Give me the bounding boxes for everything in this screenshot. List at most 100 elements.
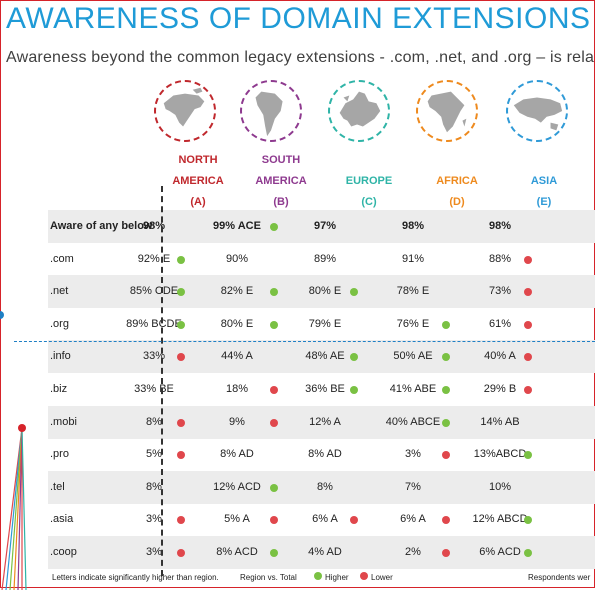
- table-cell: 12% ACD: [213, 480, 261, 493]
- region-name-line2: AMERICA: [172, 175, 224, 187]
- higher-indicator-dot: [442, 353, 450, 362]
- table-cell: 12% A: [309, 415, 341, 428]
- table-cell: 50% AE: [393, 350, 433, 363]
- table-cell: 99% ACE: [213, 220, 261, 232]
- table-row: .com 92% E 90% 89% 91% 88%: [48, 243, 595, 276]
- legend-higher-dot: [314, 572, 322, 580]
- higher-indicator-dot: [270, 223, 278, 231]
- table-cell: 6% ACD: [479, 546, 521, 558]
- region-code: (C): [361, 196, 377, 208]
- region-code: (E): [536, 196, 552, 208]
- table-cell: 8% ACD: [216, 546, 258, 558]
- table-cell: 3%: [146, 513, 162, 526]
- row-label: .coop: [50, 546, 77, 558]
- table-cell: 78% E: [396, 285, 430, 298]
- table-cell: 89%: [313, 252, 337, 265]
- region-name-line2: AMERICA: [255, 175, 307, 187]
- region-name-line2: AFRICA: [436, 175, 478, 187]
- table-cell: 80% E: [308, 285, 342, 298]
- table-row: .biz 33% BE 18% 36% BE 41% ABE 29% B: [48, 373, 595, 406]
- table-cell: 3%: [405, 448, 421, 461]
- page-subtitle: Awareness beyond the common legacy exten…: [6, 49, 595, 66]
- table-cell: 8% AD: [220, 448, 254, 461]
- region-code: (A): [190, 196, 206, 208]
- table-cell: 6% A: [400, 513, 426, 526]
- table-row: .net 85% CDE 82% E 80% E 78% E 73%: [48, 275, 595, 309]
- table-cell: 14% AB: [480, 415, 520, 428]
- region-header-africa: AFRICA (D): [412, 150, 502, 213]
- table-cell: 13%ABCD: [473, 448, 527, 461]
- table-cell: 9%: [229, 415, 245, 428]
- row-label: .org: [50, 317, 69, 330]
- table-cell: 18%: [225, 383, 249, 395]
- table-cell: 33% BE: [134, 383, 174, 395]
- footer-note: Letters indicate significantly higher th…: [52, 573, 219, 582]
- north-america-globe-icon: [154, 80, 216, 142]
- table-cell: 76% E: [396, 317, 430, 330]
- higher-indicator-dot: [270, 320, 278, 329]
- higher-indicator-dot: [350, 353, 358, 362]
- table-cell: 8% AD: [308, 448, 342, 461]
- row-label: Aware of any below: [50, 220, 153, 232]
- higher-indicator-dot: [524, 516, 532, 525]
- legend-lower-label: Lower: [371, 573, 393, 582]
- table-cell: 88%: [488, 252, 512, 265]
- lower-indicator-dot: [524, 353, 532, 362]
- higher-indicator-dot: [442, 418, 450, 427]
- region-name-line2: EUROPE: [345, 175, 393, 187]
- higher-indicator-dot: [177, 320, 185, 329]
- region-name-line1: SOUTH: [261, 154, 301, 166]
- region-name-line1: [412, 150, 502, 171]
- table-cell: 6% A: [312, 513, 338, 526]
- table-row: .mobi 8% 9% 12% A 40% ABCE 14% AB: [48, 405, 595, 439]
- table-cell: 29% B: [483, 383, 517, 395]
- table-cell: 10%: [488, 480, 512, 493]
- region-header-south-america: SOUTH AMERICA (B): [236, 150, 326, 213]
- higher-indicator-dot: [270, 483, 278, 492]
- table-cell: 36% BE: [305, 383, 345, 395]
- page-title: AWARENESS OF DOMAIN EXTENSIONS: [6, 2, 591, 35]
- lower-indicator-dot: [270, 418, 278, 427]
- table-cell: 97%: [313, 220, 337, 232]
- table-cell: 5% A: [224, 513, 250, 526]
- table-cell: 61%: [488, 317, 512, 330]
- row-label: .asia: [50, 513, 74, 526]
- region-name-line2: ASIA: [530, 175, 558, 187]
- lower-indicator-dot: [524, 255, 532, 264]
- higher-indicator-dot: [270, 549, 278, 557]
- row-label: .net: [50, 285, 69, 298]
- legend-lower-dot: [360, 572, 368, 580]
- table-row: .pro 5% 8% AD 8% AD 3% 13%ABCD: [48, 438, 595, 471]
- table-cell: 91%: [401, 252, 425, 265]
- table-cell: 89% BCDE: [126, 317, 182, 330]
- lower-indicator-dot: [270, 516, 278, 525]
- table-cell: 12% ABCD: [472, 513, 528, 526]
- lower-indicator-dot: [177, 418, 185, 427]
- lower-indicator-dot: [442, 516, 450, 525]
- table-cell: 40% ABCE: [385, 415, 441, 428]
- table-cell: 7%: [405, 480, 421, 493]
- table-cell: 80% E: [220, 317, 254, 330]
- higher-indicator-dot: [442, 386, 450, 394]
- row-label: .pro: [50, 448, 69, 461]
- table-cell: 8%: [146, 480, 162, 493]
- region-name-line1: NORTH: [178, 154, 218, 166]
- higher-indicator-dot: [270, 288, 278, 297]
- lower-indicator-dot: [177, 353, 185, 362]
- table-row: Aware of any below 98% 99% ACE 97% 98% 98%: [48, 210, 595, 243]
- table-row: .tel 8% 12% ACD 8% 7% 10%: [48, 470, 595, 504]
- decorative-streamers: [1, 424, 27, 590]
- lower-indicator-dot: [177, 549, 185, 557]
- table-row: .org 89% BCDE 80% E 79% E 76% E 61%: [48, 308, 595, 341]
- lower-indicator-dot: [524, 320, 532, 329]
- table-cell: 73%: [488, 285, 512, 298]
- table-cell: 40% A: [484, 350, 516, 363]
- table-row: .coop 3% 8% ACD 4% AD 2% 6% ACD: [48, 536, 595, 569]
- higher-indicator-dot: [350, 288, 358, 297]
- row-label: .tel: [50, 480, 65, 493]
- africa-globe-icon: [416, 80, 478, 142]
- table-cell: 3%: [146, 546, 162, 558]
- higher-indicator-dot: [177, 255, 185, 264]
- region-name-line1: [324, 150, 414, 171]
- legend-higher-label: Higher: [325, 573, 349, 582]
